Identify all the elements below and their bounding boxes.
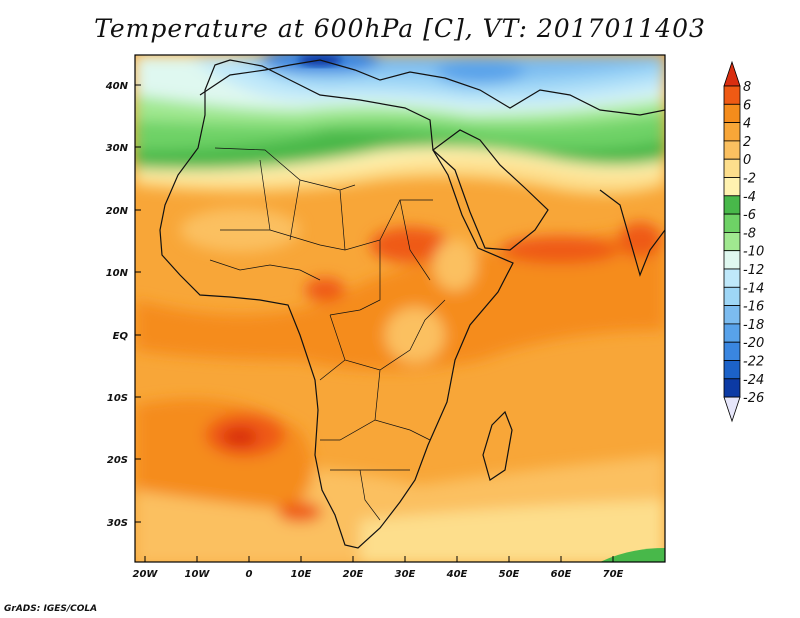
colorbar-swatch (723, 177, 741, 197)
lat-label-30s: 30S (107, 518, 128, 529)
lon-ticks (144, 556, 614, 562)
colorbar-label: -2 (743, 172, 756, 187)
lon-label-20e: 20E (343, 569, 364, 580)
lat-label-10n: 10N (106, 268, 129, 279)
lat-label-20s: 20S (107, 455, 128, 466)
colorbar-label: -6 (743, 208, 756, 223)
lon-label-50e: 50E (499, 569, 520, 580)
colorbar-label: -18 (743, 318, 764, 333)
colorbar-swatch (723, 268, 741, 288)
colorbar-swatch (723, 341, 741, 361)
africa-coastline (159, 59, 514, 549)
colorbar-swatch (723, 231, 741, 252)
colorbar-label: 6 (743, 98, 751, 113)
lon-label-40e: 40E (446, 569, 468, 580)
lon-label-60e: 60E (551, 569, 572, 580)
colorbar-label: 8 (743, 80, 751, 95)
colorbar-swatch (723, 85, 741, 105)
colorbar-swatch (723, 323, 741, 343)
india-coast (599, 189, 665, 277)
colorbar-swatch (723, 378, 741, 398)
colorbar-labels: 8 6 4 2 0 -2 -4 -6 -8 -10 -12 -14 -16 -18 -20 -22 -24 -26 (743, 80, 764, 406)
lat-label-20n: 20N (106, 206, 129, 217)
colorbar-label: -22 (743, 355, 764, 370)
colorbar-swatch (723, 103, 741, 124)
lat-label-30n: 30N (106, 143, 129, 154)
madagascar (482, 410, 513, 481)
credit-text: GrADS: IGES/COLA (4, 604, 98, 614)
colorbar-label: -20 (743, 336, 764, 351)
colorbar-label: -4 (743, 190, 756, 205)
lat-ticks (135, 84, 141, 523)
lat-label-40n: 40N (105, 81, 129, 92)
lon-label-0: 0 (246, 569, 253, 580)
arabia-coastline (432, 129, 549, 251)
lat-label-eq: EQ (113, 331, 129, 342)
colorbar-swatch (723, 213, 741, 233)
colorbar-swatch (723, 195, 741, 215)
colorbar-label: -10 (743, 245, 764, 260)
colorbar-swatch (723, 360, 741, 380)
colorbar-swatch (723, 158, 741, 178)
plot-frame (134, 54, 666, 563)
colorbar-swatch (723, 286, 741, 306)
lat-label-10s: 10S (107, 393, 128, 404)
map-title: Temperature at 600hPa [C], VT: 201701140… (94, 14, 706, 43)
colorbar-label: -8 (743, 226, 756, 241)
lon-label-20w: 20W (133, 569, 159, 580)
colorbar-top-arrow (723, 60, 741, 87)
colorbar-label: -26 (743, 391, 764, 406)
colorbar-bottom-arrow (723, 396, 741, 423)
temperature-field (135, 55, 665, 562)
colorbar-label: -24 (743, 373, 764, 388)
europe-coast (199, 59, 665, 116)
colorbar-label: 2 (743, 135, 751, 150)
lon-label-30e: 30E (395, 569, 416, 580)
lon-label-10e: 10E (291, 569, 312, 580)
colorbar-swatch (723, 140, 741, 160)
colorbar-label: -14 (743, 281, 764, 296)
country-borders (209, 147, 446, 521)
colorbar-label: 4 (743, 117, 751, 132)
colorbar-label: -12 (743, 263, 764, 278)
colorbar (723, 60, 741, 423)
colorbar-swatch (723, 122, 741, 142)
colorbar-swatch (723, 250, 741, 270)
lon-label-10w: 10W (185, 569, 211, 580)
lon-label-70e: 70E (603, 569, 624, 580)
colorbar-swatch (723, 305, 741, 325)
colorbar-label: -16 (743, 300, 764, 315)
colorbar-label: 0 (743, 153, 751, 168)
coastlines (159, 59, 665, 549)
